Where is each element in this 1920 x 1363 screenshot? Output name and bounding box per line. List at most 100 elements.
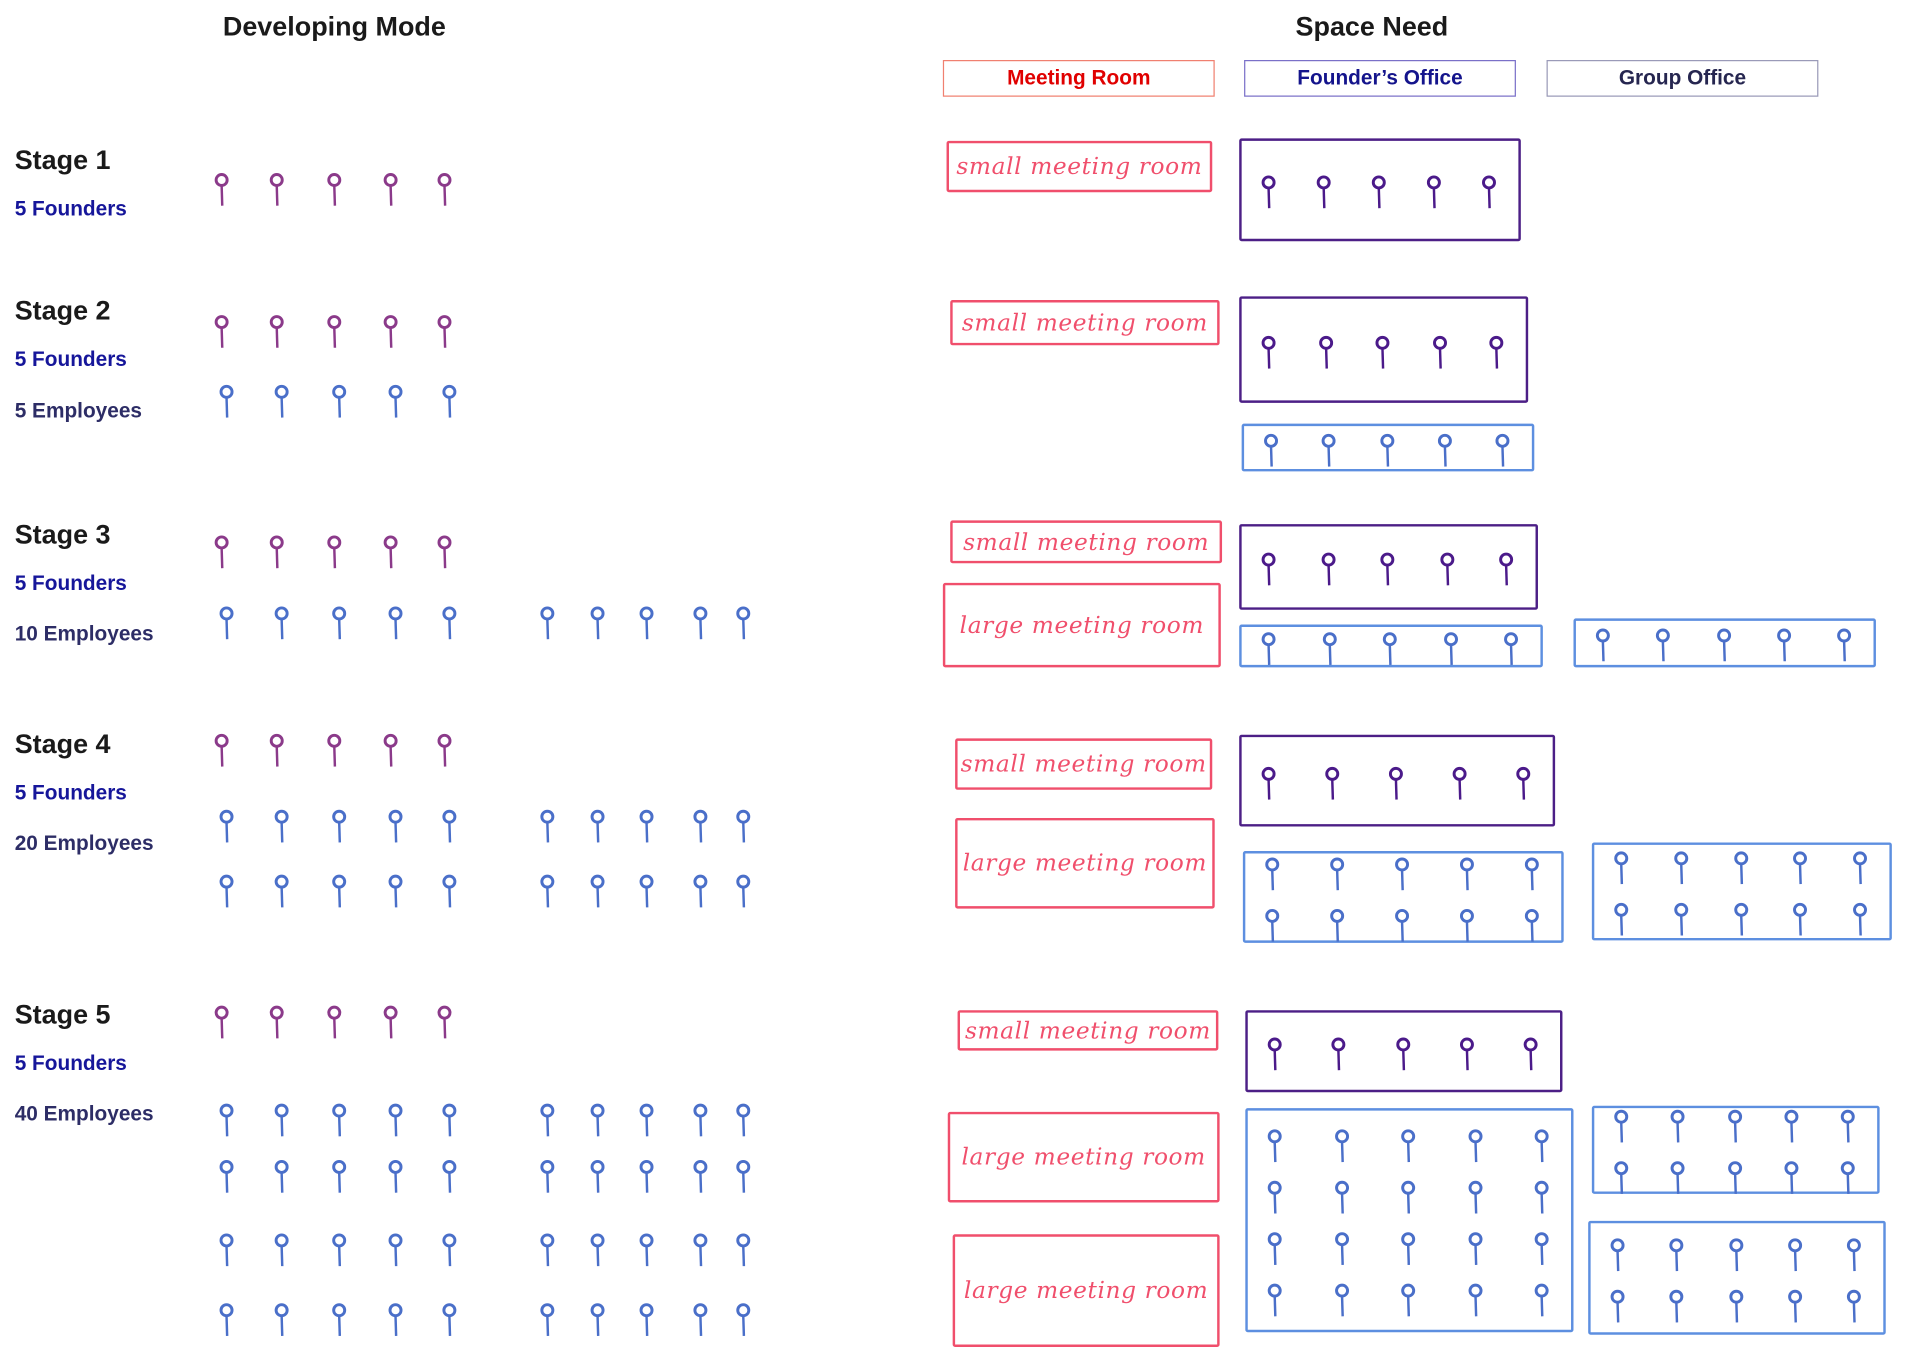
employee-person-icon [331, 1232, 348, 1269]
person-icon [1400, 1127, 1417, 1164]
person-icon [1613, 1160, 1630, 1197]
founder-person-icon [213, 1004, 230, 1041]
founders-office-box [1239, 138, 1521, 242]
person-icon [1400, 1230, 1417, 1267]
group-office-box [1239, 624, 1543, 668]
founder-person-icon [213, 313, 230, 350]
person-icon [1438, 551, 1455, 588]
person-icon [1613, 1108, 1630, 1145]
person-icon [1727, 1288, 1744, 1325]
employees-label: 20 Employees [14, 831, 154, 855]
person-icon [1498, 551, 1515, 588]
person-icon [1458, 1035, 1475, 1072]
developing-mode-heading: Developing Mode [222, 11, 446, 42]
employees-label: 40 Employees [14, 1102, 154, 1126]
person-icon [1786, 1236, 1803, 1273]
person-icon [1458, 855, 1475, 892]
person-icon [1726, 1108, 1743, 1145]
person-icon [1851, 850, 1868, 887]
employee-person-icon [218, 1158, 235, 1195]
person-icon [1792, 901, 1809, 938]
employee-person-icon [387, 1302, 404, 1339]
meeting-room-box: large meeting room [952, 1234, 1220, 1347]
employee-person-icon [273, 605, 290, 642]
person-icon [1732, 850, 1749, 887]
employee-person-icon [387, 1158, 404, 1195]
person-icon [1523, 855, 1540, 892]
person-icon [1394, 1035, 1411, 1072]
person-icon [1851, 901, 1868, 938]
employee-person-icon [218, 605, 235, 642]
founder-person-icon [268, 1004, 285, 1041]
employee-person-icon [735, 1158, 752, 1195]
employee-person-icon [441, 873, 458, 910]
stage-title: Stage 2 [14, 295, 111, 326]
person-icon [1333, 1127, 1350, 1164]
person-icon [1260, 630, 1277, 667]
employee-person-icon [218, 1232, 235, 1269]
person-icon [1672, 850, 1689, 887]
founder-person-icon [268, 732, 285, 769]
employee-person-icon [539, 1158, 556, 1195]
person-icon [1533, 1127, 1550, 1164]
employee-person-icon [735, 1302, 752, 1339]
person-icon [1845, 1236, 1862, 1273]
employee-person-icon [441, 605, 458, 642]
person-icon [1379, 551, 1396, 588]
person-icon [1264, 907, 1281, 944]
person-icon [1266, 1179, 1283, 1216]
meeting-room-box: small meeting room [950, 520, 1223, 564]
founder-person-icon [326, 313, 343, 350]
room-label: small meeting room [961, 309, 1208, 337]
person-icon [1533, 1179, 1550, 1216]
employee-person-icon [539, 873, 556, 910]
employee-person-icon [273, 1232, 290, 1269]
employee-person-icon [273, 1158, 290, 1195]
employee-person-icon [441, 1102, 458, 1139]
person-icon [1329, 907, 1346, 944]
space-need-heading: Space Need [1295, 11, 1449, 42]
group-office-box [1242, 851, 1564, 944]
employee-person-icon [218, 383, 235, 420]
employee-person-icon [589, 1232, 606, 1269]
employee-person-icon [589, 873, 606, 910]
person-icon [1333, 1281, 1350, 1318]
employee-person-icon [692, 1232, 709, 1269]
employee-person-icon [331, 1158, 348, 1195]
person-icon [1672, 901, 1689, 938]
employee-person-icon [589, 1158, 606, 1195]
person-icon [1613, 901, 1630, 938]
founder-person-icon [268, 171, 285, 208]
person-icon [1786, 1288, 1803, 1325]
room-label: large meeting room [961, 1143, 1206, 1171]
person-icon [1494, 432, 1511, 469]
person-icon [1266, 1035, 1283, 1072]
meeting-room-box: small meeting room [950, 300, 1220, 346]
employee-person-icon [331, 383, 348, 420]
employee-person-icon [638, 1158, 655, 1195]
person-icon [1502, 630, 1519, 667]
founder-person-icon [326, 171, 343, 208]
meeting-room-box: large meeting room [942, 582, 1221, 668]
person-icon [1732, 901, 1749, 938]
person-icon [1431, 334, 1448, 371]
person-icon [1613, 850, 1630, 887]
person-icon [1320, 432, 1337, 469]
employee-person-icon [441, 383, 458, 420]
employee-person-icon [387, 383, 404, 420]
employee-person-icon [692, 605, 709, 642]
person-icon [1381, 630, 1398, 667]
founder-person-icon [382, 1004, 399, 1041]
person-icon [1726, 1160, 1743, 1197]
employee-person-icon [441, 1158, 458, 1195]
stage-title: Stage 1 [14, 144, 111, 176]
employee-person-icon [692, 1102, 709, 1139]
person-icon [1260, 334, 1277, 371]
employee-person-icon [638, 1232, 655, 1269]
person-icon [1533, 1230, 1550, 1267]
person-icon [1466, 1281, 1483, 1318]
employee-person-icon [735, 1232, 752, 1269]
meeting-room-box: small meeting room [955, 738, 1213, 790]
employee-person-icon [273, 873, 290, 910]
